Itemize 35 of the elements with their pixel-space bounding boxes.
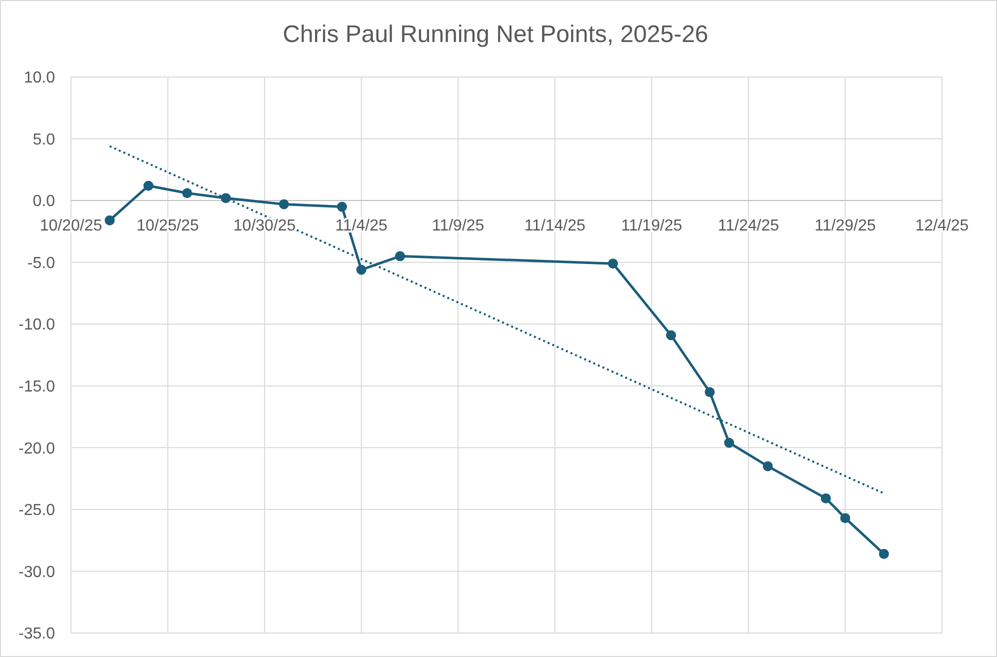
x-tick-label: 10/25/25 — [136, 218, 200, 235]
y-tick-label: -20.0 — [18, 440, 56, 458]
point — [878, 548, 889, 559]
point — [356, 264, 366, 275]
y-tick-label: 5.0 — [32, 131, 56, 148]
point — [608, 258, 618, 269]
x-tick-label: 11/24/25 — [718, 218, 780, 235]
point — [182, 188, 192, 198]
point — [143, 180, 154, 191]
y-tick-label: -10.0 — [18, 316, 56, 334]
x-tick-label: 11/9/25 — [432, 218, 484, 235]
point — [278, 199, 289, 210]
x-tick-label: 12/4/25 — [915, 218, 969, 235]
y-tick-label: -25.0 — [18, 502, 56, 520]
y-tick-label: -35.0 — [18, 626, 56, 643]
point — [820, 493, 831, 504]
x-tick-label: 11/29/25 — [814, 218, 876, 235]
y-tick-label: -15.0 — [18, 378, 56, 396]
point — [666, 330, 676, 340]
point — [724, 438, 734, 448]
y-tick-label: 10.0 — [24, 70, 56, 87]
x-tick-label: 11/14/25 — [524, 218, 586, 235]
point — [704, 387, 715, 398]
point — [840, 513, 850, 524]
point — [762, 461, 773, 472]
point — [336, 202, 347, 212]
x-tick-label: 11/19/25 — [621, 218, 682, 235]
y-tick-label: -30.0 — [18, 564, 56, 581]
chart-title: Chris Paul Running Net Points, 2025-26 — [282, 21, 708, 48]
x-tick-label: 10/30/25 — [233, 218, 296, 235]
point — [104, 215, 115, 226]
point — [395, 251, 406, 262]
x-tick-label: 10/20/25 — [40, 218, 102, 235]
y-tick-label: 0.0 — [32, 193, 56, 210]
y-tick-label: -5.0 — [27, 254, 56, 272]
